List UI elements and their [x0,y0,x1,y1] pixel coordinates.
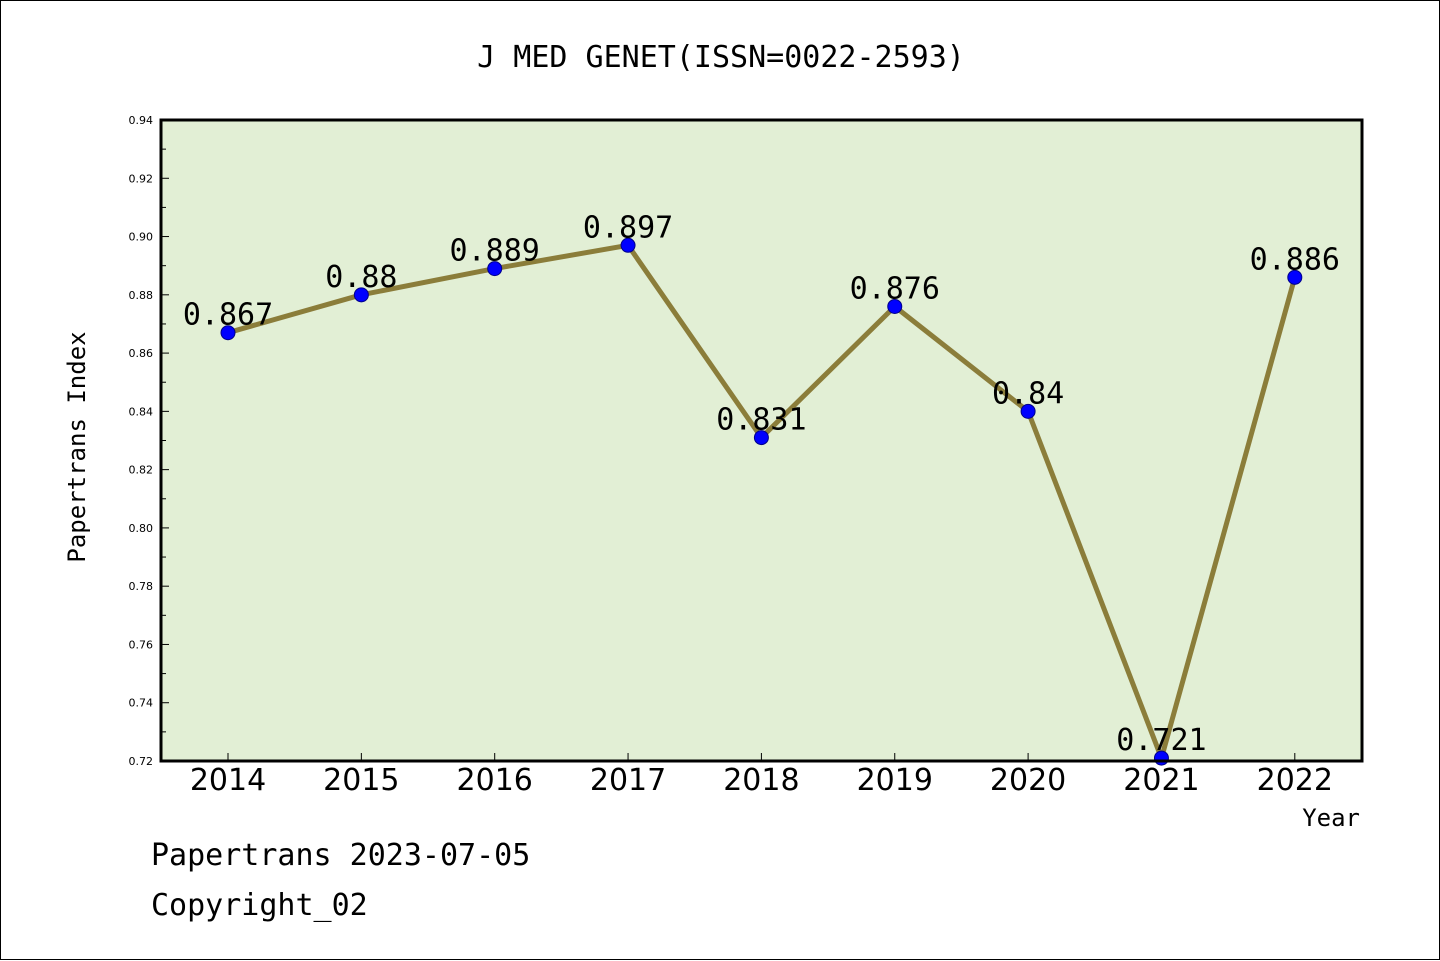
x-axis-ticks: 2014 2015 2016 2017 2018 2019 2020 2021 2022 [190,753,1333,798]
x-tick-label: 2022 [1257,763,1333,798]
y-tick-label: 0.88 [129,289,154,302]
data-point-label: 0.831 [716,403,806,438]
y-tick-label: 0.82 [129,464,154,477]
y-tick-label: 0.80 [129,522,154,535]
footer-copyright-text: Copyright_02 [151,888,368,923]
data-point-label: 0.88 [325,260,397,295]
data-point-label: 0.889 [450,234,540,269]
y-tick-label: 0.92 [129,172,154,185]
x-tick-label: 2018 [723,763,799,798]
y-tick-label: 0.74 [129,697,154,710]
data-point-label: 0.876 [850,271,940,306]
y-tick-label: 0.72 [129,755,154,768]
x-axis-label: Year [1302,804,1360,832]
data-point-marker [620,237,636,253]
plot-border [159,118,1364,763]
data-point-marker [753,430,769,446]
data-point-marker [887,298,903,314]
chart-title: J MED GENET(ISSN=0022-2593) [477,40,965,75]
data-point-marker [220,325,236,341]
data-point-label: 0.867 [183,298,273,333]
data-point-marker [1287,269,1303,285]
data-markers [220,237,1303,766]
data-point-marker [1020,403,1036,419]
data-point-label: 0.721 [1116,723,1206,758]
data-point-marker [353,287,369,303]
y-tick-label: 0.84 [129,405,154,418]
data-point-label: 0.886 [1250,242,1340,277]
y-tick-label: 0.90 [129,231,154,244]
x-tick-label: 2021 [1123,763,1199,798]
x-tick-label: 2020 [990,763,1066,798]
x-tick-label: 2016 [457,763,533,798]
y-tick-label: 0.94 [129,114,154,127]
x-tick-label: 2015 [323,763,399,798]
y-tick-label: 0.76 [129,638,154,651]
y-axis-label: Papertrans Index [63,331,91,562]
x-tick-label: 2017 [590,763,666,798]
y-tick-label: 0.86 [129,347,154,360]
data-point-marker [487,261,503,277]
x-tick-label: 2014 [190,763,266,798]
data-point-label: 0.897 [583,210,673,245]
x-tick-label: 2019 [857,763,933,798]
data-point-label: 0.84 [992,376,1064,411]
y-axis-ticks: 0.72 0.74 0.76 0.78 0.80 0.82 0.84 0.86 0.88 0.90… [129,114,169,768]
data-labels: 0.867 0.88 0.889 0.897 0.831 0.876 0.84 0.721 0.… [183,210,1340,758]
footer-date-text: Papertrans 2023-07-05 [151,838,530,873]
y-tick-label: 0.78 [129,580,154,593]
